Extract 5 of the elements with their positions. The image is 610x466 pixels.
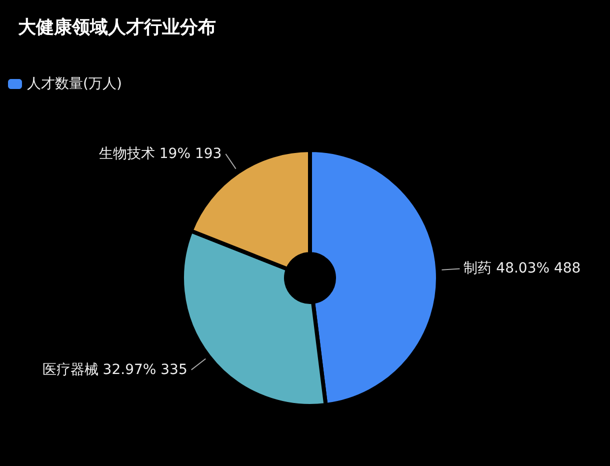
slice-label: 医疗器械 32.97% 335 — [42, 362, 188, 378]
slice-label: 制药 48.03% 488 — [464, 260, 581, 277]
legend-label: 人才数量(万人) — [27, 76, 122, 92]
chart-title: 大健康领域人才行业分布 — [17, 17, 216, 38]
slice-label: 生物技术 19% 193 — [98, 146, 222, 162]
